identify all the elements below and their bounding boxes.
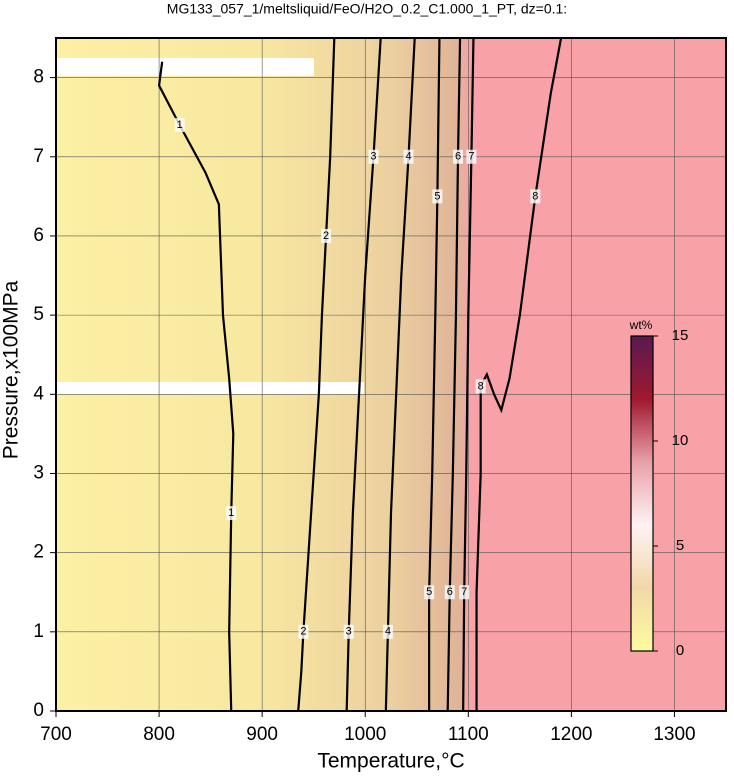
contour-label: 6 — [455, 151, 461, 163]
contour-label-bg — [432, 189, 443, 204]
contour-label-bg — [453, 149, 463, 164]
colorbar-tick-label: 0 — [676, 642, 684, 659]
contour-label-bg — [298, 624, 309, 639]
contour-label-bg — [530, 189, 541, 204]
y-axis-label: Pressure,x100MPa — [0, 280, 23, 459]
contour-label-bg — [459, 585, 470, 600]
contour-label-bg — [424, 585, 435, 600]
y-tick-label: 1 — [33, 621, 44, 642]
contour-label: 5 — [426, 586, 432, 598]
contour-label-bg — [321, 228, 332, 243]
contour-label: 4 — [385, 626, 391, 638]
x-tick-label: 1100 — [448, 724, 489, 745]
contour-line — [428, 37, 441, 711]
contour-label-bg — [226, 506, 237, 521]
contour-line — [475, 37, 563, 711]
colorbar-tick-label: 5 — [676, 537, 684, 554]
contour-line — [462, 37, 475, 712]
chart-title: MG133_057_1/meltsliquid/FeO/H2O_0.2_C1.0… — [167, 1, 567, 17]
contour-label: 5 — [434, 190, 440, 202]
x-tick-label: 1200 — [550, 724, 592, 745]
contour-label: 2 — [300, 626, 306, 638]
contour-label-bg — [343, 624, 354, 639]
masked-strip — [56, 382, 364, 394]
contour-label: 3 — [370, 151, 376, 163]
contour-label-bg — [444, 585, 455, 600]
contour-label: 7 — [461, 586, 467, 598]
contour-label-bg — [368, 149, 379, 164]
masked-strip — [56, 58, 314, 76]
x-tick-label: 1000 — [344, 724, 386, 745]
y-tick-label: 5 — [33, 304, 44, 325]
contour-label: 2 — [323, 230, 329, 242]
colorbar-tick-label: 10 — [672, 432, 689, 449]
colorbar — [630, 335, 654, 652]
plot-frame — [55, 37, 727, 712]
y-tick-label: 8 — [33, 67, 44, 88]
x-tick-label: 1300 — [653, 724, 695, 745]
y-tick-label: 4 — [33, 383, 44, 404]
contour-line — [157, 61, 235, 712]
contour-label-bg — [174, 118, 185, 133]
contour-label: 3 — [346, 626, 352, 638]
contour-label: 6 — [447, 586, 453, 598]
y-tick-label: 2 — [33, 542, 44, 563]
colorbar-label: wt% — [629, 318, 653, 332]
colorbar-tick-label: 15 — [672, 327, 689, 344]
contour-label-bg — [475, 379, 486, 394]
contour-label-bg — [403, 149, 414, 164]
x-tick-label: 700 — [40, 724, 72, 745]
x-tick-label: 900 — [246, 724, 278, 745]
contour-line — [297, 37, 336, 712]
y-tick-label: 0 — [33, 700, 44, 721]
y-tick-label: 3 — [33, 462, 44, 483]
contour-label-bg — [382, 624, 393, 639]
contour-label: 7 — [468, 151, 474, 163]
contour-label: 1 — [177, 119, 183, 131]
contour-label-bg — [466, 149, 477, 164]
x-axis-label: Temperature,°C — [317, 750, 464, 773]
y-tick-label: 7 — [33, 146, 44, 167]
contour-label: 8 — [532, 190, 538, 202]
contour-label: 8 — [478, 380, 484, 392]
contour-label: 4 — [405, 151, 411, 163]
contour-label: 1 — [228, 507, 234, 519]
x-tick-label: 800 — [143, 724, 175, 745]
y-tick-label: 6 — [33, 225, 44, 246]
plot-background — [56, 38, 726, 711]
contour-line — [446, 37, 462, 712]
